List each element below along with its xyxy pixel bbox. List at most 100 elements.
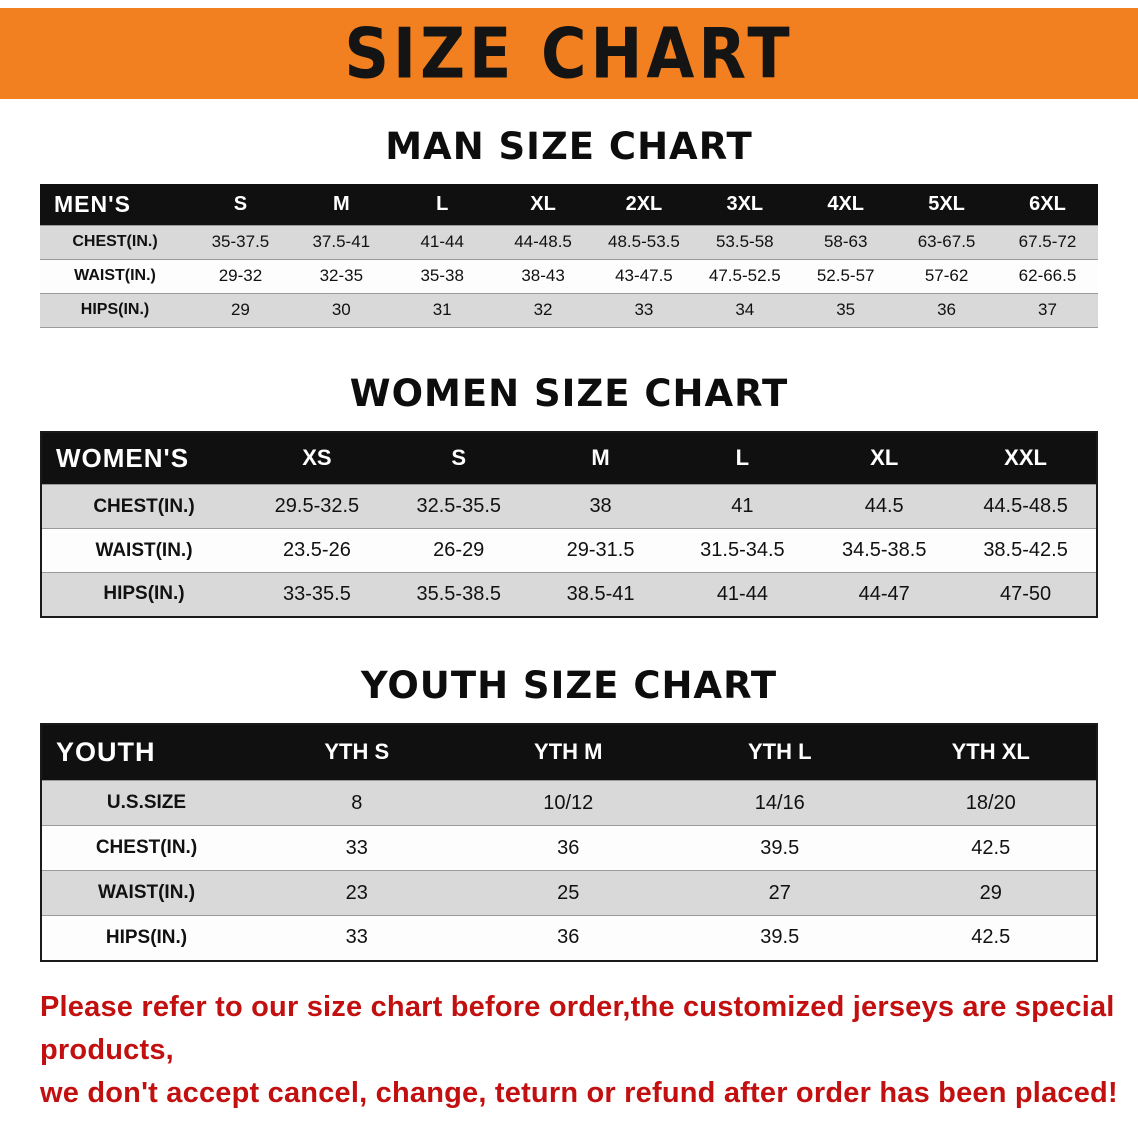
- table-corner-label: MEN'S: [40, 184, 190, 225]
- measurement-row-label: WAIST(IN.): [97, 882, 196, 903]
- size-value-cell: 38-43: [521, 266, 565, 285]
- measurement-row-label: WAIST(IN.): [95, 539, 193, 561]
- size-value-cell: 44-47: [858, 582, 910, 605]
- youth-size-section: YOUTH SIZE CHART YOUTH YTH S YTH M YTH L YTH…: [0, 664, 1138, 962]
- size-value-cell: 31: [432, 300, 452, 319]
- size-column-header: 5XL: [896, 184, 997, 225]
- size-column-header: XS: [246, 431, 388, 485]
- size-value-cell: 35: [836, 300, 856, 319]
- size-value-cell: 34.5-38.5: [841, 539, 927, 561]
- size-value-cell: 31.5-34.5: [700, 539, 785, 561]
- size-value-cell: 36: [557, 926, 580, 949]
- size-value-cell: 41-44: [716, 582, 768, 605]
- size-value-cell: 44-48.5: [514, 232, 572, 251]
- size-column-header: 4XL: [795, 184, 897, 225]
- size-value-cell: 48.5-53.5: [608, 232, 680, 251]
- youth-section-title: YOUTH SIZE CHART: [360, 663, 778, 707]
- men-section-title: MAN SIZE CHART: [385, 125, 753, 168]
- women-section-title: WOMEN SIZE CHART: [349, 371, 789, 415]
- size-column-header: YTH S: [251, 723, 463, 781]
- size-column-header: 6XL: [997, 184, 1098, 225]
- size-value-cell: 18/20: [965, 791, 1016, 814]
- measurement-row: CHEST(IN.) 33 36 39.5 42.5: [41, 825, 1097, 871]
- disclaimer-line-2: we don't accept cancel, change, teturn o…: [40, 1076, 1118, 1109]
- size-column-header: L: [671, 431, 814, 485]
- measurement-row-label: HIPS(IN.): [105, 926, 188, 948]
- size-value-cell: 58-63: [823, 232, 868, 251]
- measurement-row: WAIST(IN.) 29-32 32-35 35-38 38-43 43-47.5 47.…: [40, 259, 1098, 293]
- measurement-row: CHEST(IN.) 29.5-32.5 32.5-35.5 38 41 44.5 44.5…: [41, 484, 1097, 529]
- size-value-cell: 33: [345, 836, 368, 859]
- size-value-cell: 35-38: [420, 266, 464, 285]
- size-value-cell: 52.5-57: [816, 266, 875, 285]
- size-value-cell: 35.5-38.5: [416, 582, 501, 605]
- size-value-cell: 8: [351, 791, 363, 814]
- size-value-cell: 37: [1038, 300, 1057, 319]
- size-value-cell: 23.5-26: [282, 539, 351, 561]
- measurement-row-label: WAIST(IN.): [74, 267, 156, 284]
- size-value-cell: 29-31.5: [566, 539, 635, 561]
- size-value-cell: 27: [768, 881, 791, 904]
- size-column-header: 3XL: [694, 184, 796, 225]
- size-value-cell: 32.5-35.5: [416, 495, 501, 517]
- size-value-cell: 25: [557, 881, 580, 904]
- size-value-cell: 34: [735, 300, 755, 319]
- size-column-header: S: [387, 431, 530, 485]
- size-value-cell: 29: [230, 300, 250, 319]
- size-value-cell: 44.5: [864, 495, 904, 517]
- disclaimer-line-1: Please refer to our size chart before or…: [40, 990, 1115, 1066]
- page-title: SIZE CHART: [344, 12, 794, 95]
- size-value-cell: 29.5-32.5: [274, 495, 360, 517]
- size-value-cell: 33: [345, 926, 368, 949]
- men-size-table: MEN'S S M L XL 2XL 3XL 4XL 5XL 6XL CHEST(IN.) 35-37…: [40, 184, 1098, 328]
- size-value-cell: 23: [345, 881, 368, 904]
- disclaimer-text: Please refer to our size chart before or…: [40, 986, 1118, 1115]
- table-corner-label: YOUTH: [41, 723, 251, 781]
- women-size-table: WOMEN'S XS S M L XL XXL CHEST(IN.) 29.5-32.5 32.5…: [40, 430, 1098, 618]
- size-value-cell: 29-32: [218, 266, 263, 285]
- size-value-cell: 57-62: [924, 266, 969, 285]
- size-value-cell: 33-35.5: [282, 582, 351, 605]
- measurement-row: HIPS(IN.) 29 30 31 32 33 34 35 36 37: [40, 293, 1098, 327]
- size-value-cell: 14/16: [754, 791, 805, 814]
- measurement-row: U.S.SIZE 8 10/12 14/16 18/20: [41, 780, 1097, 826]
- measurement-row: HIPS(IN.) 33 36 39.5 42.5: [41, 915, 1097, 961]
- size-column-header: XL: [813, 431, 956, 485]
- size-value-cell: 35-37.5: [211, 232, 270, 251]
- size-value-cell: 41: [731, 495, 754, 517]
- men-size-section: MAN SIZE CHART MEN'S S M L XL 2XL 3XL 4XL 5XL 6XL…: [0, 125, 1138, 328]
- size-value-cell: 42.5: [971, 926, 1011, 949]
- size-value-cell: 38.5-42.5: [983, 539, 1068, 561]
- size-column-header: 2XL: [593, 184, 695, 225]
- size-column-header: YTH M: [462, 723, 674, 781]
- measurement-row: WAIST(IN.) 23 25 27 29: [41, 870, 1097, 916]
- table-header-row: YOUTH YTH S YTH M YTH L YTH XL: [41, 723, 1097, 781]
- size-value-cell: 67.5-72: [1018, 232, 1077, 251]
- size-value-cell: 47-50: [999, 582, 1052, 605]
- size-column-header: YTH L: [674, 723, 886, 781]
- table-header-row: WOMEN'S XS S M L XL XXL: [41, 431, 1097, 485]
- measurement-row-label: CHEST(IN.): [95, 837, 198, 858]
- size-column-header: YTH XL: [885, 723, 1097, 781]
- size-value-cell: 38: [589, 495, 612, 517]
- measurement-row-label: HIPS(IN.): [80, 301, 150, 318]
- size-value-cell: 43-47.5: [615, 266, 673, 285]
- size-value-cell: 44.5-48.5: [983, 495, 1068, 517]
- measurement-row: HIPS(IN.) 33-35.5 35.5-38.5 38.5-41 41-44 44-…: [41, 572, 1097, 617]
- measurement-row-label: CHEST(IN.): [72, 233, 158, 250]
- table-corner-label: WOMEN'S: [41, 431, 246, 485]
- measurement-row: CHEST(IN.) 35-37.5 37.5-41 41-44 44-48.5 48.5…: [40, 225, 1098, 259]
- youth-size-table: YOUTH YTH S YTH M YTH L YTH XL U.S.SIZE 8 10/12…: [40, 722, 1098, 962]
- measurement-row-label: CHEST(IN.): [93, 495, 195, 517]
- size-column-header: L: [391, 184, 493, 225]
- size-value-cell: 32-35: [319, 266, 364, 285]
- size-value-cell: 39.5: [760, 926, 800, 949]
- size-value-cell: 41-44: [420, 232, 464, 251]
- size-value-cell: 47.5-52.5: [708, 266, 781, 285]
- size-value-cell: 36: [557, 836, 580, 859]
- size-column-header: M: [529, 431, 672, 485]
- size-chart-banner: SIZE CHART: [0, 8, 1138, 99]
- size-column-header: S: [190, 184, 291, 225]
- measurement-row: WAIST(IN.) 23.5-26 26-29 29-31.5 31.5-34.5 34…: [41, 528, 1097, 573]
- size-column-header: M: [290, 184, 392, 225]
